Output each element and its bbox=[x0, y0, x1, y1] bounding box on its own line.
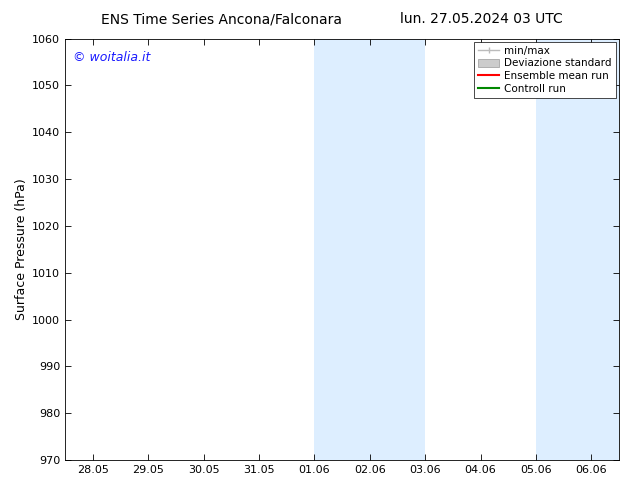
Text: ENS Time Series Ancona/Falconara: ENS Time Series Ancona/Falconara bbox=[101, 12, 342, 26]
Text: © woitalia.it: © woitalia.it bbox=[74, 51, 151, 64]
Bar bbox=[536, 39, 634, 460]
Text: lun. 27.05.2024 03 UTC: lun. 27.05.2024 03 UTC bbox=[401, 12, 563, 26]
Legend: min/max, Deviazione standard, Ensemble mean run, Controll run: min/max, Deviazione standard, Ensemble m… bbox=[474, 42, 616, 98]
Bar bbox=[314, 39, 425, 460]
Y-axis label: Surface Pressure (hPa): Surface Pressure (hPa) bbox=[15, 178, 28, 320]
